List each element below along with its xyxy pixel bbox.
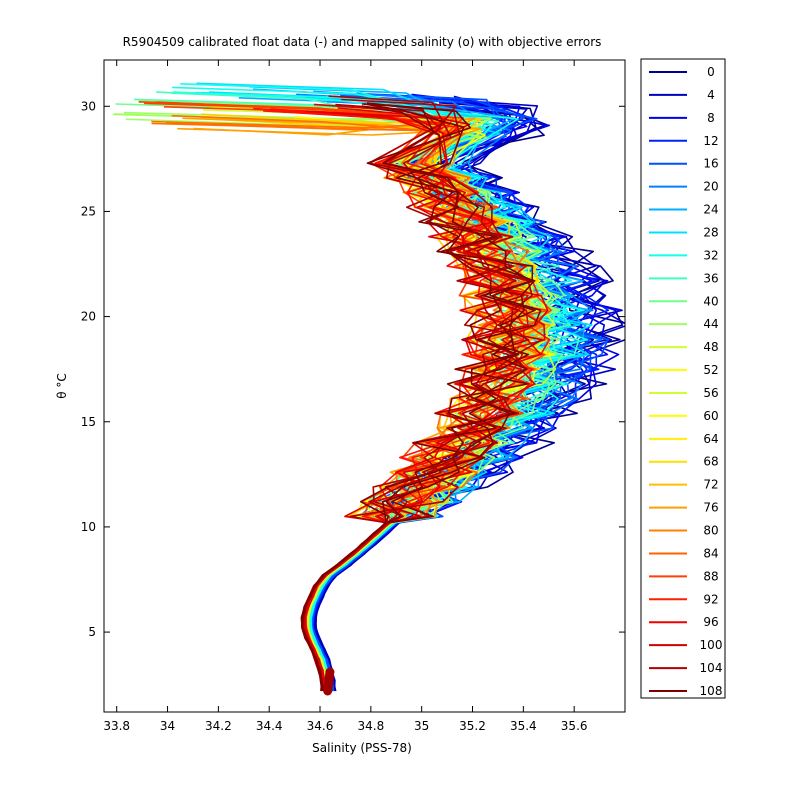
legend-label: 0	[707, 65, 715, 79]
legend-item: 60	[649, 409, 719, 423]
legend-item: 80	[649, 524, 719, 538]
profile-line	[300, 105, 542, 692]
y-tick-label: 20	[81, 310, 96, 324]
legend-label: 68	[703, 455, 718, 469]
legend-label: 52	[703, 363, 718, 377]
legend-label: 80	[703, 524, 718, 538]
legend-item: 56	[649, 386, 719, 400]
profile-line	[301, 104, 536, 692]
axes: 33.8 34 34.2 34.4 34.6 34.8 35 35.2 35.4 35.6 5 10 1…	[81, 59, 626, 733]
legend-label: 92	[703, 592, 718, 606]
legend-label: 64	[703, 432, 718, 446]
x-axis-label: Salinity (PSS-78)	[312, 741, 412, 755]
legend-label: 88	[703, 569, 718, 583]
mapped-salinity-markers	[323, 667, 335, 696]
legend-label: 32	[703, 248, 718, 262]
x-tick-label: 35	[414, 719, 429, 733]
legend-item: 4	[649, 88, 715, 102]
legend-label: 76	[703, 501, 718, 515]
legend-item: 20	[649, 180, 719, 194]
x-tick-label: 35.2	[459, 719, 486, 733]
legend-item: 88	[649, 569, 719, 583]
legend-item: 100	[649, 638, 722, 652]
legend-item: 32	[649, 248, 719, 262]
legend-label: 96	[703, 615, 718, 629]
legend-label: 8	[707, 111, 715, 125]
y-tick-label: 30	[81, 99, 96, 113]
legend-label: 104	[700, 661, 723, 675]
legend-label: 20	[703, 180, 718, 194]
mapped-salinity-point	[325, 667, 335, 677]
legend-label: 56	[703, 386, 718, 400]
legend-item: 68	[649, 455, 719, 469]
legend-item: 0	[649, 65, 715, 79]
legend-label: 48	[703, 340, 718, 354]
legend-item: 12	[649, 134, 719, 148]
x-tick-label: 34	[160, 719, 175, 733]
legend-item: 96	[649, 615, 719, 629]
legend-label: 24	[703, 203, 718, 217]
y-tick-label: 10	[81, 520, 96, 534]
legend-label: 100	[700, 638, 723, 652]
legend-item: 64	[649, 432, 719, 446]
legend-item: 52	[649, 363, 719, 377]
x-tick-label: 35.4	[510, 719, 537, 733]
profile-line	[304, 110, 549, 692]
axes-box	[103, 59, 626, 713]
legend-item: 16	[649, 157, 719, 171]
legend-item: 72	[649, 478, 719, 492]
legend-label: 84	[703, 546, 718, 560]
x-tick-label: 35.6	[561, 719, 588, 733]
legend-label: 28	[703, 225, 718, 239]
x-tick-label: 33.8	[103, 719, 130, 733]
plot-area	[112, 82, 625, 696]
legend-label: 108	[700, 684, 723, 698]
y-axis-label: θ °C	[55, 373, 69, 399]
legend-item: 48	[649, 340, 719, 354]
legend-label: 12	[703, 134, 718, 148]
y-tick-label: 15	[81, 415, 96, 429]
legend-item: 8	[649, 111, 715, 125]
y-tick-label: 25	[81, 204, 96, 218]
y-tick-label: 5	[88, 625, 96, 639]
legend-box	[640, 58, 726, 699]
legend-item: 36	[649, 271, 719, 285]
chart-title: R5904509 calibrated float data (-) and m…	[123, 35, 602, 49]
legend-item: 76	[649, 501, 719, 515]
x-tick-label: 34.4	[256, 719, 283, 733]
series-84	[300, 102, 542, 692]
legend-item: 44	[649, 317, 719, 331]
legend-item: 92	[649, 592, 719, 606]
legend-item: 40	[649, 294, 719, 308]
legend-label: 60	[703, 409, 718, 423]
x-tick-label: 34.2	[205, 719, 232, 733]
legend-item: 104	[649, 661, 722, 675]
legend-label: 4	[707, 88, 715, 102]
legend-label: 36	[703, 271, 718, 285]
x-tick-label: 34.8	[357, 719, 384, 733]
legend-item: 84	[649, 546, 719, 560]
legend: 0481216202428323640444852566064687276808…	[640, 58, 726, 699]
legend-label: 72	[703, 478, 718, 492]
legend-item: 24	[649, 203, 719, 217]
legend-label: 16	[703, 157, 718, 171]
legend-label: 44	[703, 317, 718, 331]
legend-item: 108	[649, 684, 722, 698]
x-tick-label: 34.6	[307, 719, 334, 733]
legend-label: 40	[703, 294, 718, 308]
legend-item: 28	[649, 225, 719, 239]
